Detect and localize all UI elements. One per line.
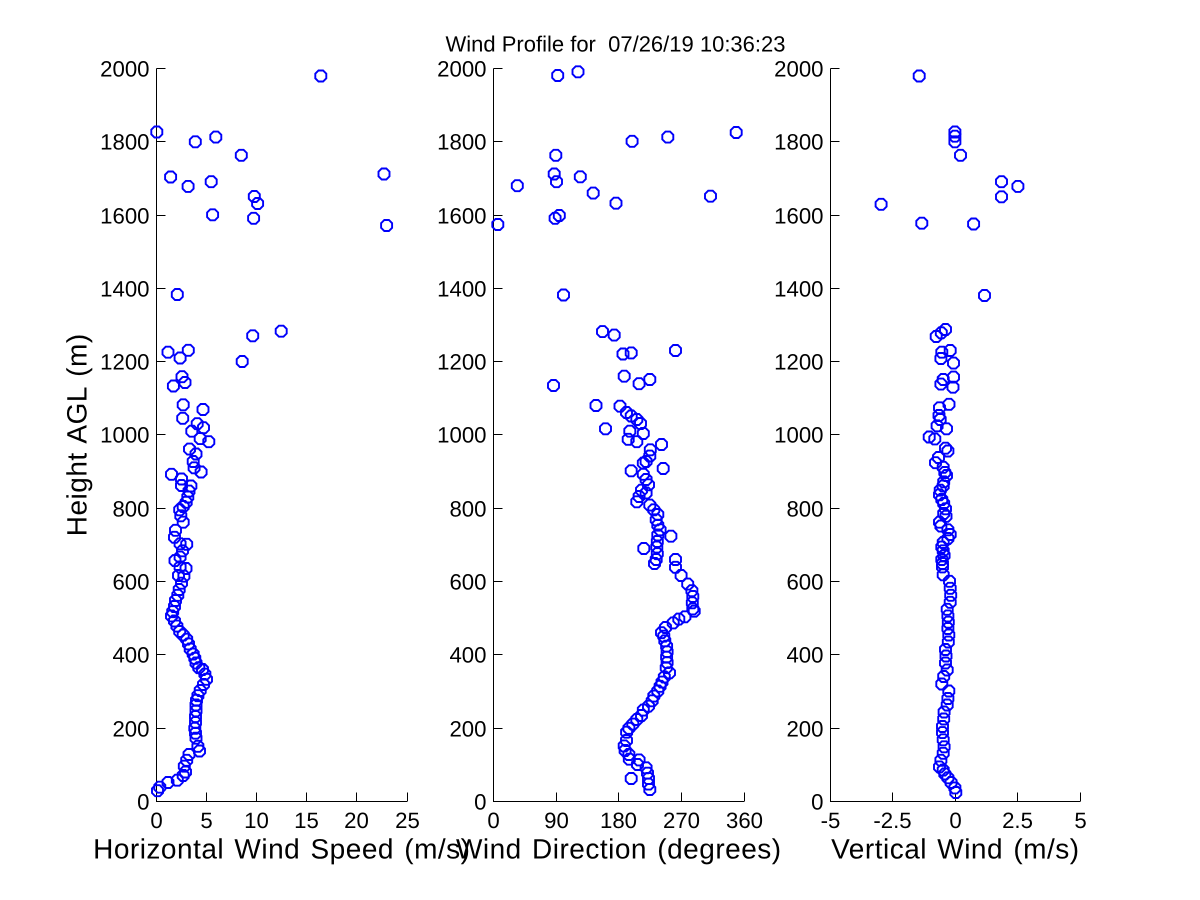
svg-text:0: 0	[137, 790, 149, 815]
svg-text:20: 20	[344, 808, 369, 833]
svg-text:1600: 1600	[100, 204, 149, 229]
svg-text:2000: 2000	[100, 57, 149, 82]
svg-text:1000: 1000	[100, 423, 149, 448]
svg-text:800: 800	[449, 497, 486, 522]
svg-text:5: 5	[1074, 808, 1086, 833]
svg-text:600: 600	[112, 570, 149, 595]
svg-text:1800: 1800	[437, 130, 486, 155]
svg-text:180: 180	[600, 808, 637, 833]
svg-text:1800: 1800	[774, 130, 823, 155]
svg-text:200: 200	[449, 717, 486, 742]
svg-text:Wind Profile for 07/26/19 10:: Wind Profile for 07/26/19 10:36:23	[446, 32, 786, 57]
svg-text:2000: 2000	[437, 57, 486, 82]
svg-text:0: 0	[949, 808, 961, 833]
svg-text:Horizontal Wind Speed (m/s): Horizontal Wind Speed (m/s)	[93, 834, 470, 865]
svg-text:1400: 1400	[774, 277, 823, 302]
svg-text:600: 600	[786, 570, 823, 595]
svg-text:Wind Direction (degrees): Wind Direction (degrees)	[456, 834, 782, 865]
svg-text:15: 15	[294, 808, 319, 833]
svg-text:1600: 1600	[437, 204, 486, 229]
svg-text:2.5: 2.5	[1002, 808, 1033, 833]
svg-text:400: 400	[786, 643, 823, 668]
svg-text:360: 360	[726, 808, 763, 833]
svg-text:0: 0	[474, 790, 486, 815]
svg-text:1400: 1400	[100, 277, 149, 302]
svg-text:25: 25	[395, 808, 420, 833]
svg-text:270: 270	[663, 808, 700, 833]
svg-text:200: 200	[786, 717, 823, 742]
svg-text:0: 0	[487, 808, 499, 833]
svg-text:800: 800	[112, 497, 149, 522]
svg-text:1200: 1200	[774, 350, 823, 375]
svg-text:1200: 1200	[437, 350, 486, 375]
svg-text:1600: 1600	[774, 204, 823, 229]
svg-text:2000: 2000	[774, 57, 823, 82]
svg-text:800: 800	[786, 497, 823, 522]
svg-text:200: 200	[112, 717, 149, 742]
svg-text:1000: 1000	[774, 423, 823, 448]
svg-text:Vertical Wind (m/s): Vertical Wind (m/s)	[831, 834, 1079, 865]
svg-text:1400: 1400	[437, 277, 486, 302]
svg-text:600: 600	[449, 570, 486, 595]
svg-text:0: 0	[150, 808, 162, 833]
svg-text:5: 5	[200, 808, 212, 833]
svg-text:400: 400	[112, 643, 149, 668]
svg-text:-2.5: -2.5	[873, 808, 911, 833]
svg-text:-5: -5	[821, 808, 841, 833]
svg-text:Height AGL (m): Height AGL (m)	[62, 333, 93, 536]
svg-text:1000: 1000	[437, 423, 486, 448]
svg-text:90: 90	[544, 808, 569, 833]
svg-text:400: 400	[449, 643, 486, 668]
svg-text:0: 0	[811, 790, 823, 815]
svg-text:10: 10	[244, 808, 269, 833]
svg-text:1800: 1800	[100, 130, 149, 155]
svg-text:1200: 1200	[100, 350, 149, 375]
